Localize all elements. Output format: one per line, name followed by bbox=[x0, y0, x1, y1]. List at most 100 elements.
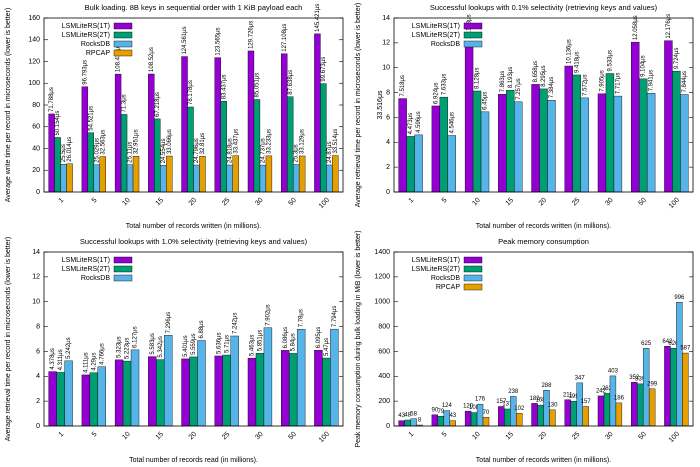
bar bbox=[547, 100, 556, 193]
bar bbox=[122, 360, 132, 427]
value-label: 120 bbox=[463, 404, 474, 410]
bar bbox=[54, 137, 61, 193]
bar bbox=[281, 53, 288, 193]
bar bbox=[226, 164, 233, 193]
value-label: 123.565μs bbox=[215, 27, 221, 55]
value-label: 83.437μs bbox=[221, 74, 227, 99]
chart-title: Successful lookups with 0.1% selectivity… bbox=[430, 3, 658, 12]
y-tick-label: 40 bbox=[32, 145, 40, 152]
value-label: 43 bbox=[449, 413, 456, 419]
bar bbox=[670, 347, 677, 427]
value-label: 129.726μs bbox=[249, 21, 255, 49]
bar bbox=[539, 88, 548, 193]
bar bbox=[292, 164, 300, 193]
bar bbox=[230, 335, 239, 427]
value-label: 238 bbox=[508, 389, 519, 395]
bar bbox=[56, 372, 65, 427]
bar bbox=[193, 164, 200, 193]
value-label: 50.154μs bbox=[55, 111, 61, 136]
bar bbox=[514, 101, 523, 193]
value-label: 6.924μs bbox=[433, 82, 439, 103]
value-label: 242 bbox=[596, 389, 607, 395]
value-label: 7.905μs bbox=[600, 70, 606, 91]
bar bbox=[247, 50, 255, 193]
value-label: 33.066μs bbox=[167, 129, 173, 154]
value-label: 7.863μs bbox=[500, 71, 506, 92]
bar bbox=[631, 41, 640, 193]
value-label: 7.242μs bbox=[232, 313, 238, 334]
bar bbox=[320, 83, 327, 193]
bar bbox=[48, 371, 57, 427]
bar bbox=[247, 357, 257, 427]
x-tick-label: 25 bbox=[571, 197, 582, 208]
value-label: 642 bbox=[662, 339, 673, 345]
legend-label: LSMLiteRS(1T) bbox=[412, 23, 460, 30]
y-tick-label: 600 bbox=[378, 348, 390, 355]
y-tick-label: 10 bbox=[32, 299, 40, 306]
value-label: 8.658μs bbox=[533, 61, 539, 82]
x-tick-label: 30 bbox=[254, 197, 265, 208]
bar bbox=[126, 164, 134, 193]
bar bbox=[255, 353, 265, 427]
x-axis-label: Total number of records written (in mill… bbox=[126, 223, 261, 230]
value-label: 4.546μs bbox=[449, 112, 455, 133]
bar bbox=[472, 90, 482, 193]
bar bbox=[48, 113, 55, 193]
legend-swatch bbox=[463, 274, 483, 282]
y-tick-label: 4 bbox=[386, 139, 390, 146]
value-label: 182 bbox=[530, 396, 541, 402]
value-label: 6.095μs bbox=[316, 327, 322, 348]
legend-swatch bbox=[463, 283, 483, 291]
bar bbox=[330, 328, 339, 427]
value-label: 7.941μs bbox=[649, 70, 655, 91]
bar bbox=[410, 418, 417, 427]
value-label: 262 bbox=[602, 386, 613, 392]
legend-label: RPCAP bbox=[86, 50, 110, 57]
bar bbox=[570, 401, 577, 427]
value-label: 9.104μs bbox=[641, 55, 647, 76]
value-label: 7.844μs bbox=[682, 71, 688, 92]
value-label: 71.3μs bbox=[122, 94, 128, 112]
bar bbox=[516, 413, 523, 427]
legend-label: RocksDB bbox=[431, 41, 461, 48]
y-tick-label: 1000 bbox=[374, 299, 390, 306]
bar bbox=[232, 155, 239, 193]
bar bbox=[449, 420, 456, 427]
value-label: 24.87μs bbox=[327, 141, 333, 162]
bar bbox=[506, 89, 515, 193]
y-axis-label: Average retrieval time per record in mic… bbox=[355, 3, 362, 208]
value-label: 96.793μs bbox=[82, 60, 88, 85]
value-label: 5.851μs bbox=[258, 330, 264, 351]
x-tick-label: 1 bbox=[58, 197, 66, 205]
value-label: 108 bbox=[469, 405, 480, 411]
bar bbox=[314, 33, 321, 193]
value-label: 33.129μs bbox=[300, 129, 306, 154]
value-label: 108.435μs bbox=[116, 44, 122, 72]
value-label: 32.563μs bbox=[100, 130, 106, 155]
value-label: 5.47μs bbox=[324, 338, 330, 356]
value-label: 25.029μs bbox=[94, 138, 100, 163]
value-label: 33.514μs bbox=[333, 129, 339, 154]
y-axis-label: Peak memory consumption during bulk load… bbox=[355, 230, 362, 447]
bar bbox=[64, 360, 73, 427]
value-label: 108.52μs bbox=[149, 47, 155, 72]
y-tick-label: 2 bbox=[386, 164, 390, 171]
value-label: 4.311μs bbox=[58, 349, 64, 370]
y-tick-label: 80 bbox=[32, 102, 40, 109]
legend-label: RPCAP bbox=[436, 284, 460, 291]
x-tick-label: 10 bbox=[121, 197, 132, 208]
y-tick-label: 10 bbox=[382, 65, 390, 72]
legend-label: RocksDB bbox=[431, 275, 461, 282]
x-axis-label: Total number of records written (in mill… bbox=[476, 223, 611, 230]
value-label: 10.136μs bbox=[566, 39, 572, 64]
x-tick-label: 15 bbox=[155, 197, 166, 208]
value-label: 67.218μs bbox=[155, 92, 161, 117]
x-tick-label: 20 bbox=[538, 431, 549, 442]
y-tick-label: 0 bbox=[36, 423, 40, 430]
value-label: 5.242μs bbox=[66, 337, 72, 358]
value-label: 7.794μs bbox=[332, 306, 338, 327]
bar bbox=[281, 350, 290, 427]
bar bbox=[160, 165, 167, 193]
bar bbox=[322, 357, 331, 427]
